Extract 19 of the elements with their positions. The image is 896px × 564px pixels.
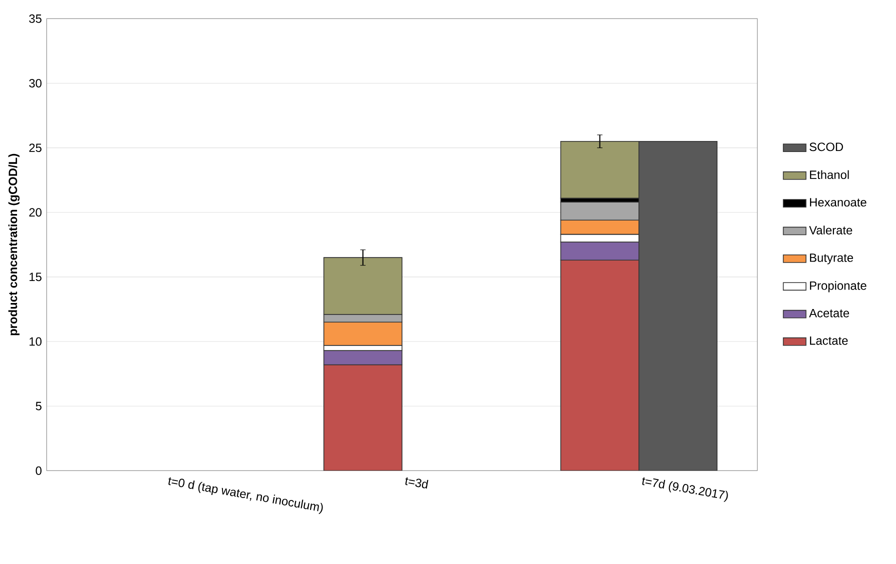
y-tick-label: 0 <box>36 466 42 475</box>
y-tick-label: 5 <box>36 402 42 410</box>
y-tick-label: 25 <box>29 144 42 152</box>
y-tick-label: 30 <box>29 78 42 88</box>
legend-label: Hexanoate <box>810 198 866 207</box>
legend-label: Propionate <box>810 281 866 292</box>
legend-label: Valerate <box>809 226 852 234</box>
y-tick-label: 10 <box>30 337 42 346</box>
y-tick-label: 15 <box>30 272 42 282</box>
y-tick-label: 35 <box>29 14 42 23</box>
legend-label: SCOD <box>810 142 844 152</box>
x-tick-label: t=3d <box>405 477 428 489</box>
legend-label: Lactate <box>810 336 848 345</box>
legend-label: Ethanol <box>810 170 849 180</box>
x-tick-label: t=0 d (tap water, no inoculum) <box>168 477 323 514</box>
y-tick-label: 20 <box>29 208 42 217</box>
legend-label: Butyrate <box>810 254 854 264</box>
y-axis-title: product concentration (gCOD/L) <box>8 154 20 336</box>
legend-label: Acetate <box>809 308 850 318</box>
